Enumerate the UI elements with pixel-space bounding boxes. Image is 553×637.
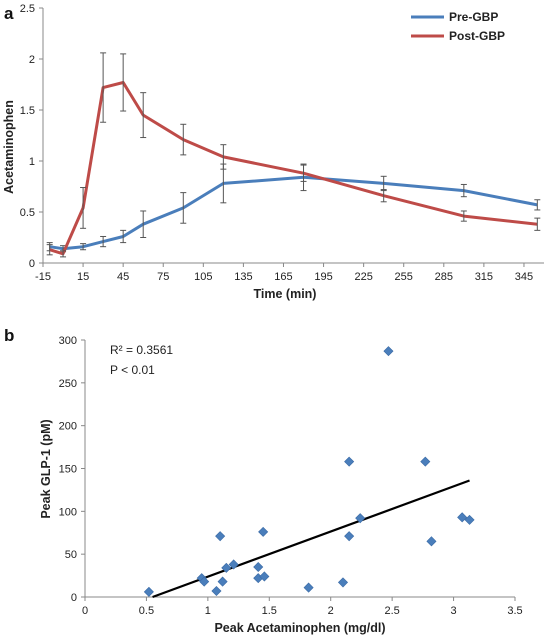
scatter-point [221,562,232,573]
panel-a-x-tick-label: 165 [274,271,292,283]
panel-a-y-tick-label: 1.5 [20,105,35,117]
panel-a-x-tick-label: 345 [515,271,533,283]
scatter-point [258,526,269,537]
scatter-point [355,513,366,524]
panel-b-x-axis-title: Peak Acetaminophen (mg/dl) [214,621,385,635]
p-value-annotation: P < 0.01 [110,363,155,377]
panel-a-y-axis-title: Acetaminophen [2,100,16,194]
scatter-point [426,536,437,547]
series-line-post-gbp [49,81,538,256]
panel-a-x-tick-label: 225 [354,271,372,283]
scatter-point [420,456,431,467]
scatter-point [228,559,239,570]
panel-a-x-tick-label: 15 [77,271,89,283]
panel-a-x-tick-label: 195 [314,271,332,283]
scatter-point [253,561,264,573]
panel-a-x-axis-title: Time (min) [254,287,317,301]
scatter-point [143,586,154,597]
panel-a-y-tick-label: 2.5 [20,3,35,15]
scatter-point [211,585,222,597]
panel-a-y-tick-label: 0.5 [20,207,35,219]
scatter-point [464,514,475,525]
panel-b-x-tick-label: 2.5 [384,605,399,617]
scatter-point [199,576,210,587]
scatter-point [337,577,349,588]
scatter-point [457,512,468,523]
panel-a-y-tick-label: 0 [29,258,35,270]
panel-a-x-tick-label: 75 [157,271,169,283]
panel-a-x-tick-label: 315 [475,271,493,283]
panel-a-y-tick-label: 1 [29,156,35,168]
panel-b-x-tick-label: 0 [82,605,88,617]
panel-b-x-tick-label: 3.5 [507,605,522,617]
panel-a-label: a [4,4,14,23]
scatter-point [383,346,394,357]
scatter-point [217,576,228,587]
panel-b-y-tick-label: 50 [65,549,77,561]
panel-b-label: b [4,326,14,345]
scatter-point [344,531,355,542]
panel-a-x-tick-label: 285 [435,271,453,283]
panel-b-y-tick-label: 200 [59,421,77,433]
panel-a-x-tick-label: 45 [117,271,129,283]
panel-a-x-tick-label: -15 [35,271,51,283]
panel-b-y-tick-label: 250 [59,378,77,390]
panel-b-y-tick-label: 100 [59,506,77,518]
panel-b-scatter-chart: b Peak GLP-1 (pM) Peak Acetaminophen (mg… [4,326,523,635]
panel-a-y-tick-label: 2 [29,54,35,66]
series-line-pre-gbp [49,175,538,251]
panel-b-y-axis-title: Peak GLP-1 (pM) [39,419,53,518]
panel-b-y-tick-label: 0 [71,592,77,604]
scatter-point [215,531,226,542]
panel-b-x-tick-label: 1.5 [262,605,277,617]
panel-b-y-tick-label: 300 [59,335,77,347]
panel-a-x-tick-label: 255 [395,271,413,283]
r-squared-annotation: R² = 0.3561 [110,343,173,357]
scatter-point [344,456,355,467]
panel-a-x-tick-label: 105 [194,271,212,283]
panel-b-y-tick-label: 150 [59,464,77,476]
panel-b-x-tick-label: 0.5 [139,605,154,617]
legend-label-pre-gbp: Pre-GBP [449,10,498,24]
legend-label-post-gbp: Post-GBP [449,29,505,43]
panel-b-x-tick-label: 3 [451,605,457,617]
scatter-point [303,582,314,593]
panel-a-line-chart: a Acetaminophen Time (min) Pre-GBP Post-… [2,3,544,301]
panel-b-x-tick-label: 1 [205,605,211,617]
scatter-point [259,571,270,582]
panel-a-legend: Pre-GBP Post-GBP [411,10,505,43]
panel-b-x-tick-label: 2 [328,605,334,617]
panel-a-x-tick-label: 135 [234,271,252,283]
